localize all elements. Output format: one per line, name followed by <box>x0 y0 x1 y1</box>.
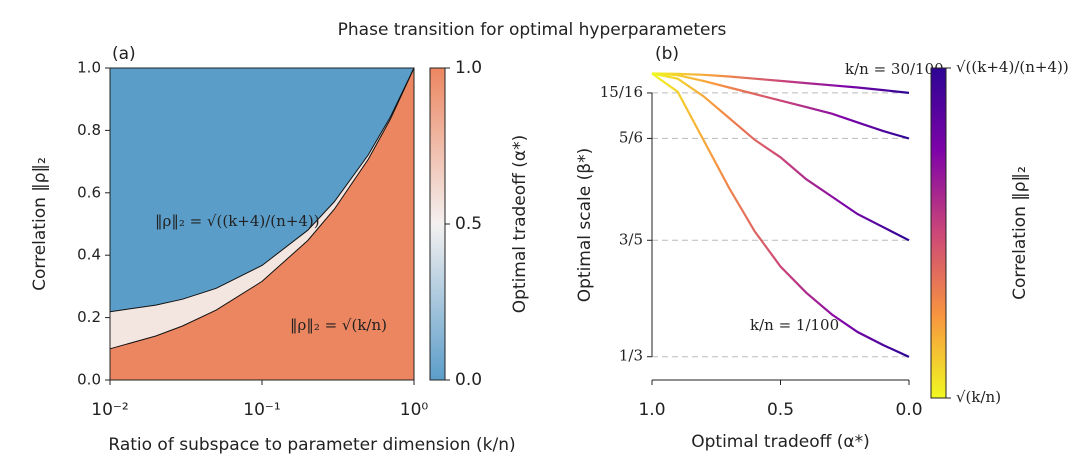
x-tick-label: 0.5 <box>767 400 794 420</box>
y-tick-label: 0.4 <box>77 246 101 264</box>
colorbar <box>930 67 947 399</box>
figure-title: Phase transition for optimal hyperparame… <box>338 20 727 40</box>
y-axis-label: Correlation ‖ρ‖₂ <box>30 157 50 291</box>
annotation: ‖ρ‖₂ = √(k/n) <box>290 316 387 334</box>
panel-label: (b) <box>655 44 679 64</box>
annotation: k/n = 30/100 <box>845 60 944 78</box>
colorbar-tick-label: √(k/n) <box>956 388 1001 406</box>
x-tick-label: 10⁻² <box>91 400 128 420</box>
x-tick-label: 0.0 <box>895 400 922 420</box>
y-tick-label: 1.0 <box>77 59 101 77</box>
y-tick-label: 3/5 <box>619 230 643 248</box>
y-tick-label: 0.2 <box>77 308 101 326</box>
y-axis-label: Optimal scale (β*) <box>575 148 595 303</box>
region-transition <box>110 68 414 349</box>
region-low <box>110 68 414 312</box>
curve <box>651 72 910 140</box>
curve <box>651 72 910 94</box>
y-tick-label: 15/16 <box>600 83 643 101</box>
x-tick-label: 10⁻¹ <box>243 400 280 420</box>
colorbar <box>429 67 446 381</box>
boundary-line <box>109 67 415 350</box>
colorbar-tick-label: 0.0 <box>455 370 482 390</box>
y-tick-label: 0.0 <box>77 371 101 389</box>
colorbar-tick-label: √((k+4)/(n+4)) <box>956 58 1069 76</box>
x-tick-label: 1.0 <box>638 400 665 420</box>
colorbar-label: Correlation ‖ρ‖₂ <box>1010 166 1030 300</box>
curve <box>651 72 910 242</box>
y-tick-label: 1/3 <box>619 347 643 365</box>
x-axis-label: Ratio of subspace to parameter dimension… <box>108 435 515 455</box>
colorbar-label: Optimal tradeoff (α*) <box>510 135 530 313</box>
x-axis-label: Optimal tradeoff (α*) <box>691 432 869 452</box>
annotation: ‖ρ‖₂ = √((k+4)/(n+4)) <box>155 212 320 230</box>
annotation: k/n = 1/100 <box>750 316 839 334</box>
curve <box>651 72 910 358</box>
y-tick-label: 0.8 <box>77 121 101 139</box>
colorbar-tick-label: 1.0 <box>455 58 482 78</box>
y-tick-label: 5/6 <box>619 128 643 146</box>
colorbar-tick-label: 0.5 <box>455 214 482 234</box>
panel-label: (a) <box>112 44 136 64</box>
x-tick-label: 10⁰ <box>400 400 429 420</box>
y-tick-label: 0.6 <box>77 183 101 201</box>
boundary-line <box>109 67 415 313</box>
